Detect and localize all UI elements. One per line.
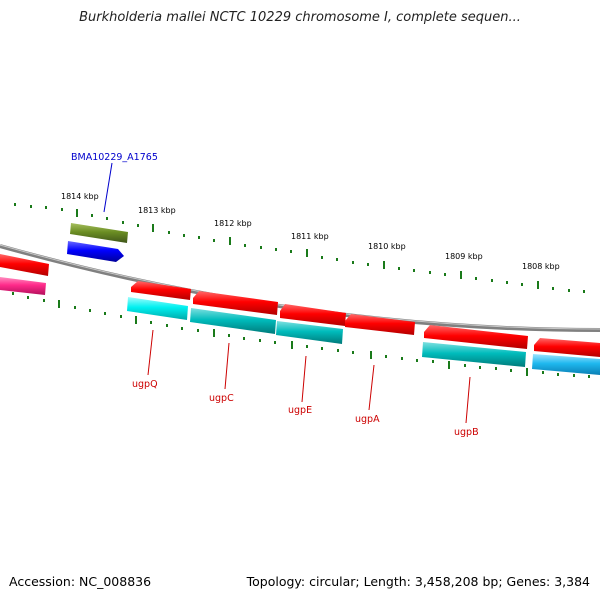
map-title: Burkholderia mallei NCTC 10229 chromosom… <box>79 10 521 25</box>
gene-red[interactable] <box>193 291 278 315</box>
gene-label: ugpC <box>209 393 234 404</box>
gene-cyan[interactable] <box>127 297 188 320</box>
gene-labels: BMA10229_A1765 ugpQ ugpC ugpE ugpA ugpB <box>71 152 479 438</box>
gene-label: ugpB <box>454 427 479 438</box>
lower-strand-genes <box>0 277 600 375</box>
gene-teal[interactable] <box>276 321 343 344</box>
genome-info-text: Topology: circular; Length: 3,458,208 bp… <box>246 574 590 589</box>
gene-label: ugpA <box>355 414 380 425</box>
gene-olive[interactable] <box>70 223 128 243</box>
gene-red[interactable] <box>424 325 528 349</box>
gene-red-left[interactable] <box>0 254 49 276</box>
gene-sky[interactable] <box>532 354 600 375</box>
kbp-label: 1810 kbp <box>368 242 406 251</box>
upper-tick-row <box>14 203 585 293</box>
gene-red-right[interactable] <box>534 338 600 357</box>
kbp-label: 1811 kbp <box>291 232 329 241</box>
label-leaders <box>103 162 471 424</box>
gene-red[interactable] <box>280 304 346 326</box>
top-strand-genes <box>67 223 128 262</box>
gene-red[interactable] <box>131 281 191 300</box>
gene-pink[interactable] <box>0 277 46 295</box>
gene-teal[interactable] <box>422 342 526 367</box>
gene-label: ugpE <box>288 405 312 416</box>
kbp-label: 1809 kbp <box>445 252 483 261</box>
gene-blue[interactable] <box>67 241 124 262</box>
gene-red[interactable] <box>345 314 415 335</box>
reverse-strand-genes <box>0 254 600 357</box>
kbp-label: 1814 kbp <box>61 192 99 201</box>
gene-label: ugpQ <box>132 379 158 390</box>
accession-text: Accession: NC_008836 <box>9 574 152 589</box>
gene-label-top: BMA10229_A1765 <box>71 152 158 163</box>
kbp-labels: 1814 kbp 1813 kbp 1812 kbp 1811 kbp 1810… <box>61 192 560 271</box>
kbp-label: 1808 kbp <box>522 262 560 271</box>
kbp-label: 1812 kbp <box>214 219 252 228</box>
gene-teal[interactable] <box>190 308 276 334</box>
kbp-label: 1813 kbp <box>138 206 176 215</box>
lower-tick-row <box>12 292 590 378</box>
